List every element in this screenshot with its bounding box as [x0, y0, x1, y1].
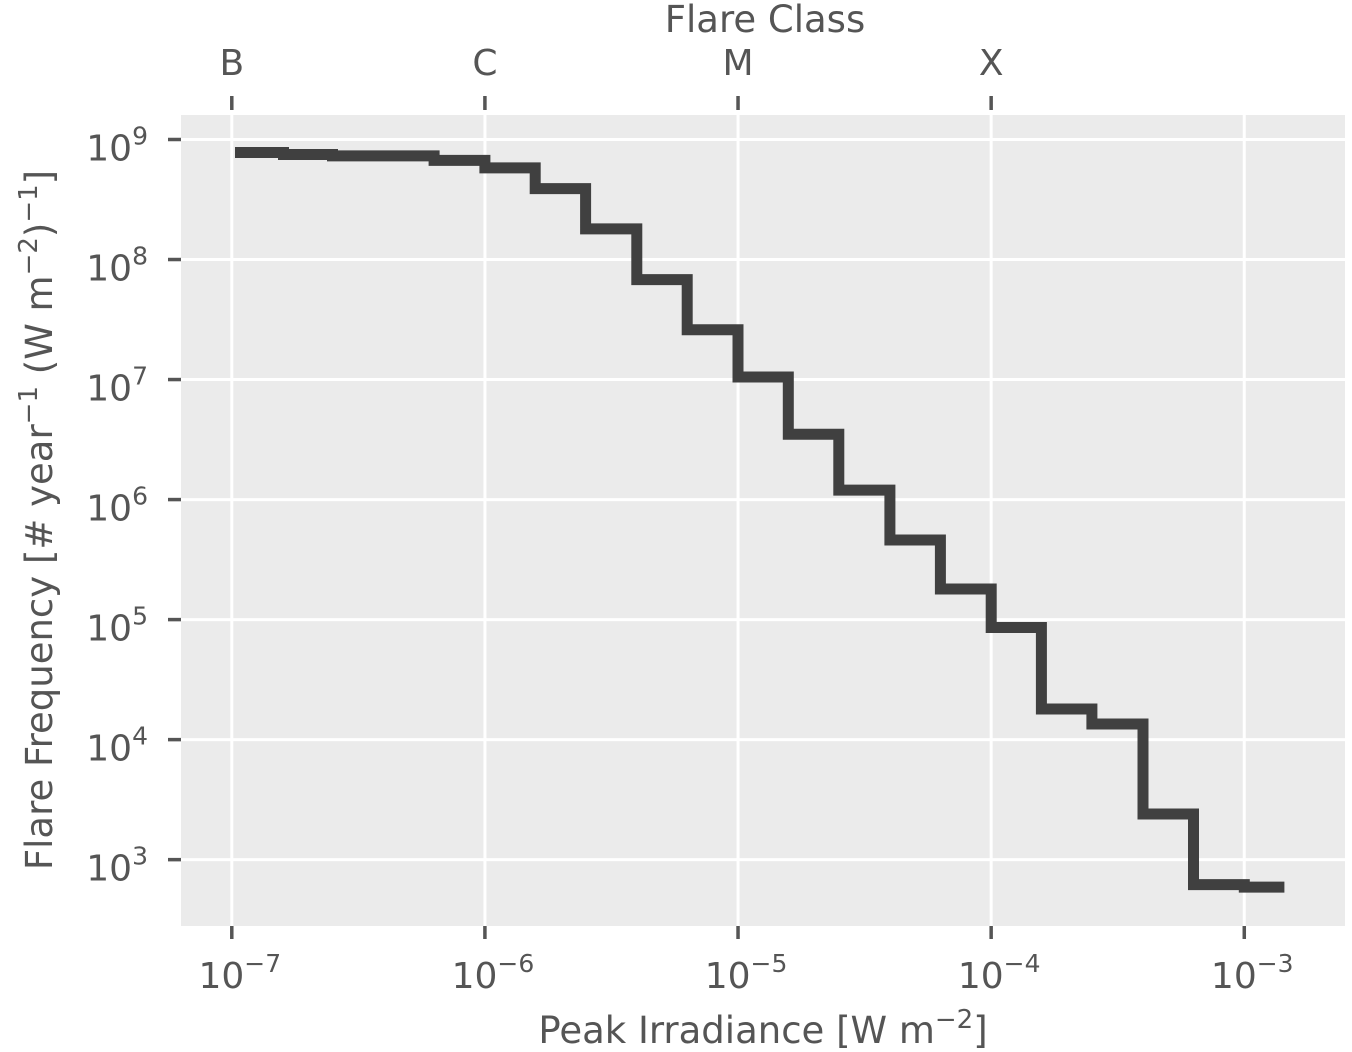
y-tick-base-6: 10	[86, 128, 132, 169]
x-tick-label-3: 10−4	[958, 949, 1041, 997]
y-tick-label-1: 104	[86, 722, 148, 770]
x-tick-base-2: 10	[705, 956, 751, 997]
y-tick-base-3: 10	[86, 489, 132, 530]
y-tick-exp-0: 3	[132, 842, 148, 871]
y-tick-label-2: 105	[86, 602, 148, 650]
y-tick-base-1: 10	[86, 729, 132, 770]
x-tick-label-0: 10−7	[198, 949, 281, 997]
y-tick-base-5: 10	[86, 249, 132, 290]
x-axis-label-sup: −2	[935, 1005, 973, 1035]
y-tick-exp-2: 5	[132, 602, 148, 631]
top-tick-label-2: M	[723, 43, 754, 84]
y-axis-label-part-2: (W m	[18, 275, 61, 386]
x-tick-exp-2: −5	[751, 949, 788, 978]
y-tick-base-2: 10	[86, 609, 132, 650]
y-axis-label-part-4: )	[18, 223, 61, 237]
top-tick-label-0: B	[219, 43, 244, 84]
x-tick-base-4: 10	[1211, 956, 1257, 997]
y-tick-exp-5: 8	[132, 242, 148, 271]
x-tick-base-3: 10	[958, 956, 1004, 997]
x-tick-exp-0: −7	[244, 949, 281, 978]
x-axis-label: Peak Irradiance [W m−2]	[538, 1005, 987, 1052]
x-tick-label-2: 10−5	[705, 949, 788, 997]
x-tick-base-1: 10	[452, 956, 498, 997]
x-tick-exp-1: −6	[497, 949, 534, 978]
y-axis-label-part-1: −1	[14, 386, 44, 424]
y-tick-exp-6: 9	[132, 121, 148, 150]
y-tick-base-0: 10	[86, 849, 132, 890]
top-tick-label-1: C	[472, 43, 497, 84]
y-tick-base-4: 10	[86, 369, 132, 410]
y-axis-label-part-5: −1	[14, 184, 44, 222]
y-axis-label-part-3: −2	[14, 237, 44, 275]
x-axis-label-main: Peak Irradiance [W m	[538, 1009, 935, 1052]
plot-area	[181, 115, 1345, 926]
y-tick-exp-3: 6	[132, 482, 148, 511]
y-tick-label-6: 109	[86, 121, 148, 169]
x-tick-exp-3: −4	[1004, 949, 1041, 978]
y-axis-label: Flare Frequency [# year−1 (W m−2)−1]	[14, 170, 61, 870]
y-tick-label-3: 106	[86, 482, 148, 530]
grid	[181, 115, 1345, 926]
y-tick-label-0: 103	[86, 842, 148, 890]
y-tick-exp-1: 4	[132, 722, 148, 751]
y-axis-label-part-0: Flare Frequency [# year	[18, 424, 61, 871]
x-axis-ticks: 10−7 10−6 10−5 10−4 10−3	[198, 926, 1294, 997]
y-axis-label-part-6: ]	[18, 170, 61, 184]
top-tick-label-3: X	[979, 43, 1004, 84]
x-axis-label-suffix: ]	[973, 1009, 987, 1052]
x-tick-base-0: 10	[198, 956, 244, 997]
y-tick-label-4: 107	[86, 362, 148, 410]
x-tick-label-1: 10−6	[452, 949, 535, 997]
top-axis-label: Flare Class	[665, 0, 866, 41]
y-tick-label-5: 108	[86, 242, 148, 290]
series-line	[235, 147, 1285, 893]
y-tick-exp-4: 7	[132, 362, 148, 391]
x-tick-label-4: 10−3	[1211, 949, 1294, 997]
x-tick-exp-4: −3	[1257, 949, 1294, 978]
